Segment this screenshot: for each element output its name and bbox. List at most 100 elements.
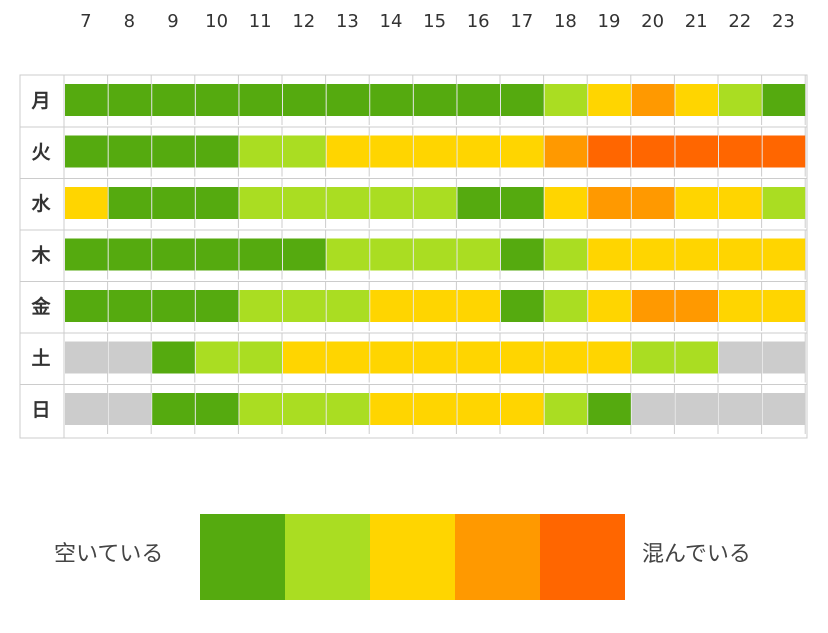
heatmap-cell [108, 135, 152, 168]
heatmap-cell [675, 290, 718, 322]
hour-label: 12 [292, 11, 315, 32]
heatmap-cell [283, 187, 326, 219]
heatmap-cell [501, 341, 544, 374]
day-label: 金 [30, 295, 51, 318]
heatmap-cell [588, 238, 631, 271]
legend: 空いている 混んでいる [0, 500, 828, 610]
day-label: 木 [30, 244, 51, 267]
heatmap-cell [544, 135, 588, 168]
heatmap-cell [457, 238, 500, 271]
heatmap-cell [631, 135, 675, 168]
hour-axis-labels: 7 8 9 10 11 12 13 14 15 16 17 18 19 20 21 22 23 [80, 11, 795, 32]
heatmap-cell [413, 393, 457, 425]
heatmap-cell [413, 84, 457, 116]
heatmap-cell [65, 187, 108, 219]
heatmap-cell [283, 238, 326, 271]
heatmap-cell [152, 341, 195, 374]
heatmap-cell [631, 393, 675, 425]
legend-high-label: 混んでいる [642, 542, 751, 567]
heatmap-cell [719, 238, 762, 271]
legend-swatches [200, 514, 625, 600]
heatmap-cell [108, 341, 152, 374]
heatmap-cell [719, 187, 762, 219]
heatmap-cell [588, 290, 631, 322]
heatmap-cell [457, 290, 500, 322]
heatmap-cell [108, 290, 152, 322]
hour-label: 20 [641, 11, 664, 32]
heatmap-cell [239, 187, 282, 219]
heatmap-cell [326, 341, 370, 374]
heatmap-cell [762, 393, 806, 425]
heatmap-cell [326, 290, 370, 322]
heatmap-cell [719, 341, 762, 374]
heatmap-cell [501, 238, 544, 271]
heatmap-cell [326, 135, 370, 168]
legend-swatch [285, 514, 370, 600]
heatmap-cell [370, 393, 413, 425]
heatmap-cell [195, 135, 239, 168]
day-label: 日 [31, 399, 50, 421]
heatmap-cell [65, 238, 108, 271]
hour-label: 17 [510, 11, 533, 32]
day-label: 火 [31, 142, 51, 164]
heatmap-cell [457, 135, 500, 168]
heatmap-cell [544, 84, 588, 116]
heatmap-cell [195, 187, 239, 219]
heatmap-cell [413, 290, 457, 322]
heatmap-cell [239, 135, 282, 168]
hour-label: 21 [685, 11, 708, 32]
heatmap-cell [719, 393, 762, 425]
heatmap-cell [675, 187, 718, 219]
heatmap-cell [195, 341, 239, 374]
hour-label: 14 [380, 11, 403, 32]
heatmap-cell [370, 84, 413, 116]
heatmap-cell [108, 84, 152, 116]
heatmap-cell [239, 341, 282, 374]
heatmap-cell [631, 187, 675, 219]
heatmap-cell [195, 238, 239, 271]
heatmap-cell [370, 135, 413, 168]
heatmap-cell [370, 238, 413, 271]
heatmap-cell [108, 187, 152, 219]
heatmap-cell [370, 187, 413, 219]
hour-label: 7 [80, 11, 91, 32]
heatmap-cell [762, 341, 806, 374]
heatmap-cell [501, 290, 544, 322]
heatmap-cell [152, 290, 195, 322]
heatmap-cell [501, 135, 544, 168]
heatmap-cell [152, 187, 195, 219]
heatmap-cell [631, 84, 675, 116]
hour-label: 15 [423, 11, 446, 32]
heatmap-cell [631, 290, 675, 322]
day-label: 水 [31, 193, 51, 215]
heatmap-cell [675, 341, 718, 374]
heatmap-cell [370, 341, 413, 374]
hour-label: 23 [772, 11, 795, 32]
heatmap-cell [65, 84, 108, 116]
heatmap-cell [762, 187, 806, 219]
hour-label: 19 [598, 11, 621, 32]
heatmap-cell [152, 84, 195, 116]
heatmap-cell [413, 341, 457, 374]
heatmap-cell [762, 135, 806, 168]
heatmap-cell [762, 84, 806, 116]
hour-label: 18 [554, 11, 577, 32]
legend-swatch [370, 514, 455, 600]
heatmap-cell [675, 238, 718, 271]
heatmap-cell [544, 187, 588, 219]
heatmap-cell [152, 135, 195, 168]
heatmap-cell [326, 238, 370, 271]
heatmap-cell [283, 290, 326, 322]
heatmap-cell [457, 84, 500, 116]
heatmap-cell [588, 84, 631, 116]
day-label: 土 [31, 348, 50, 370]
heatmap-cell [283, 393, 326, 425]
heatmap-cell [719, 135, 762, 168]
heatmap-cell [588, 187, 631, 219]
legend-swatch [455, 514, 540, 600]
heatmap-cell [283, 341, 326, 374]
heatmap-cell [65, 341, 108, 374]
heatmap-cell [283, 135, 326, 168]
heatmap-cell [501, 84, 544, 116]
